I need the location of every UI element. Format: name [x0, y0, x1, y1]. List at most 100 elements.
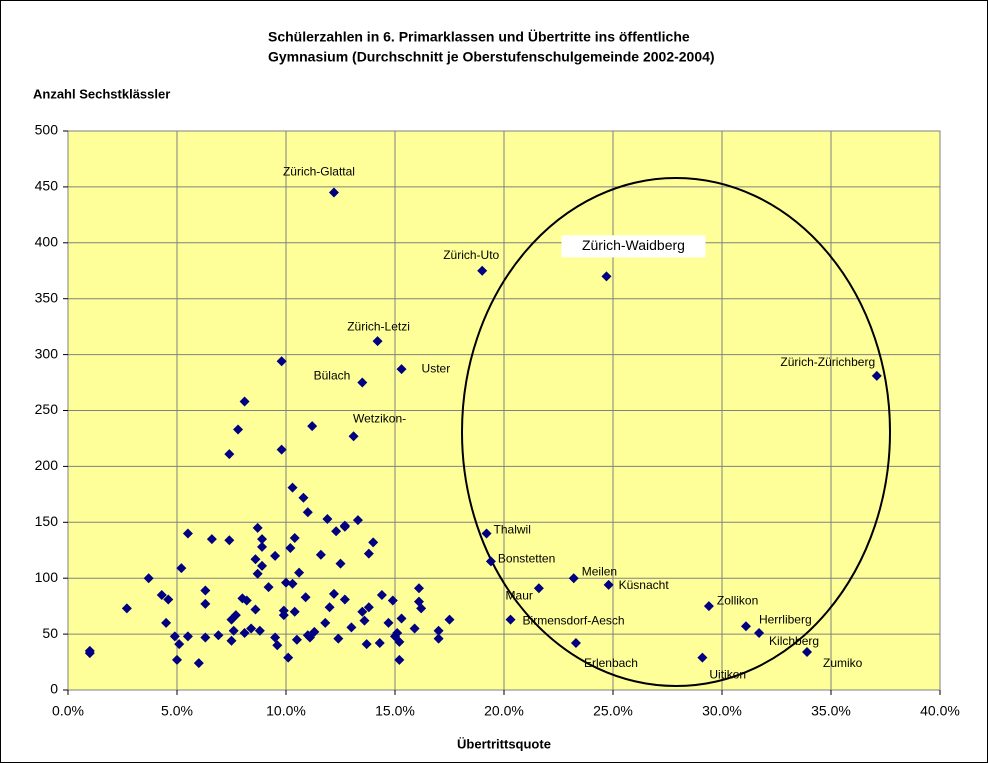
- point: [224, 449, 235, 460]
- point: [335, 558, 346, 569]
- point-label: Zürich-Waidberg: [582, 237, 685, 253]
- point: [409, 623, 420, 634]
- point: [200, 585, 211, 596]
- point: [285, 543, 296, 554]
- x-tick-label: 20.0%: [484, 703, 524, 719]
- point: [477, 265, 488, 276]
- y-tick-label: 0: [50, 681, 58, 697]
- point: [357, 606, 368, 617]
- point: [413, 583, 424, 594]
- point-label: Zollikon: [717, 593, 758, 607]
- point: [289, 532, 300, 543]
- point: [270, 550, 281, 561]
- point: [143, 573, 154, 584]
- point: [433, 633, 444, 644]
- point: [363, 548, 374, 559]
- point-label: Zumiko: [823, 656, 863, 670]
- point: [272, 640, 283, 651]
- point: [278, 610, 289, 621]
- point-label: Zürich-Letzi: [347, 319, 410, 333]
- point-label: Birmensdorf-Aesch: [523, 614, 625, 628]
- point: [289, 606, 300, 617]
- point: [324, 602, 335, 613]
- point: [213, 630, 224, 641]
- point: [228, 625, 239, 636]
- point-label: Thalwil: [494, 523, 531, 537]
- point-label: Zürich-Glattal: [283, 165, 355, 179]
- x-tick-label: 35.0%: [811, 703, 851, 719]
- point: [346, 622, 357, 633]
- y-tick-label: 200: [35, 457, 59, 473]
- point: [387, 595, 398, 606]
- point: [287, 482, 298, 493]
- point: [383, 617, 394, 628]
- point-label: Zürich-Uto: [443, 248, 499, 262]
- point: [252, 568, 263, 579]
- point: [396, 613, 407, 624]
- point: [283, 652, 294, 663]
- label-box: [561, 235, 706, 258]
- point: [357, 377, 368, 388]
- point-label: Bülach: [314, 369, 351, 383]
- point: [505, 614, 516, 625]
- point: [246, 623, 257, 634]
- point: [239, 396, 250, 407]
- point-label: Bonstetten: [498, 552, 555, 566]
- x-axis-label: Übertrittsquote: [457, 736, 551, 751]
- x-tick-label: 10.0%: [266, 703, 306, 719]
- point: [394, 636, 405, 647]
- x-tick-label: 5.0%: [161, 703, 193, 719]
- point: [193, 658, 204, 669]
- point: [331, 526, 342, 537]
- point: [270, 632, 281, 643]
- point: [156, 589, 167, 600]
- point: [84, 648, 95, 659]
- point: [433, 625, 444, 636]
- point: [161, 617, 172, 628]
- point: [121, 603, 132, 614]
- point: [328, 588, 339, 599]
- point: [263, 582, 274, 593]
- point: [257, 541, 268, 552]
- point: [416, 603, 427, 614]
- point: [359, 615, 370, 626]
- point: [200, 598, 211, 609]
- point: [276, 356, 287, 367]
- point: [163, 594, 174, 605]
- point: [230, 610, 241, 621]
- point: [352, 515, 363, 526]
- y-tick-label: 150: [35, 513, 59, 529]
- x-tick-label: 0.0%: [52, 703, 84, 719]
- point: [339, 594, 350, 605]
- y-tick-label: 400: [35, 234, 59, 250]
- point: [568, 573, 579, 584]
- point: [570, 638, 581, 649]
- point: [276, 444, 287, 455]
- point: [320, 617, 331, 628]
- y-tick-label: 100: [35, 569, 59, 585]
- point: [372, 336, 383, 347]
- point: [374, 638, 385, 649]
- y-tick-label: 50: [42, 625, 58, 641]
- point: [376, 589, 387, 600]
- y-tick-label: 350: [35, 289, 59, 305]
- point: [174, 639, 185, 650]
- y-tick-label: 500: [35, 122, 59, 138]
- point-label: Erlenbach: [584, 656, 638, 670]
- point: [233, 424, 244, 435]
- point: [339, 521, 350, 532]
- point: [322, 513, 333, 524]
- point-label: Kilchberg: [769, 634, 819, 648]
- point-label: Meilen: [582, 564, 617, 578]
- point: [481, 528, 492, 539]
- y-tick-label: 450: [35, 178, 59, 194]
- point: [294, 567, 305, 578]
- point-label: Herrliberg: [759, 612, 812, 626]
- highlight-ellipse: [461, 177, 891, 687]
- point: [257, 534, 268, 545]
- point-label: Wetzikon-: [353, 411, 406, 425]
- point: [603, 579, 614, 590]
- point: [281, 577, 291, 588]
- point: [348, 431, 359, 442]
